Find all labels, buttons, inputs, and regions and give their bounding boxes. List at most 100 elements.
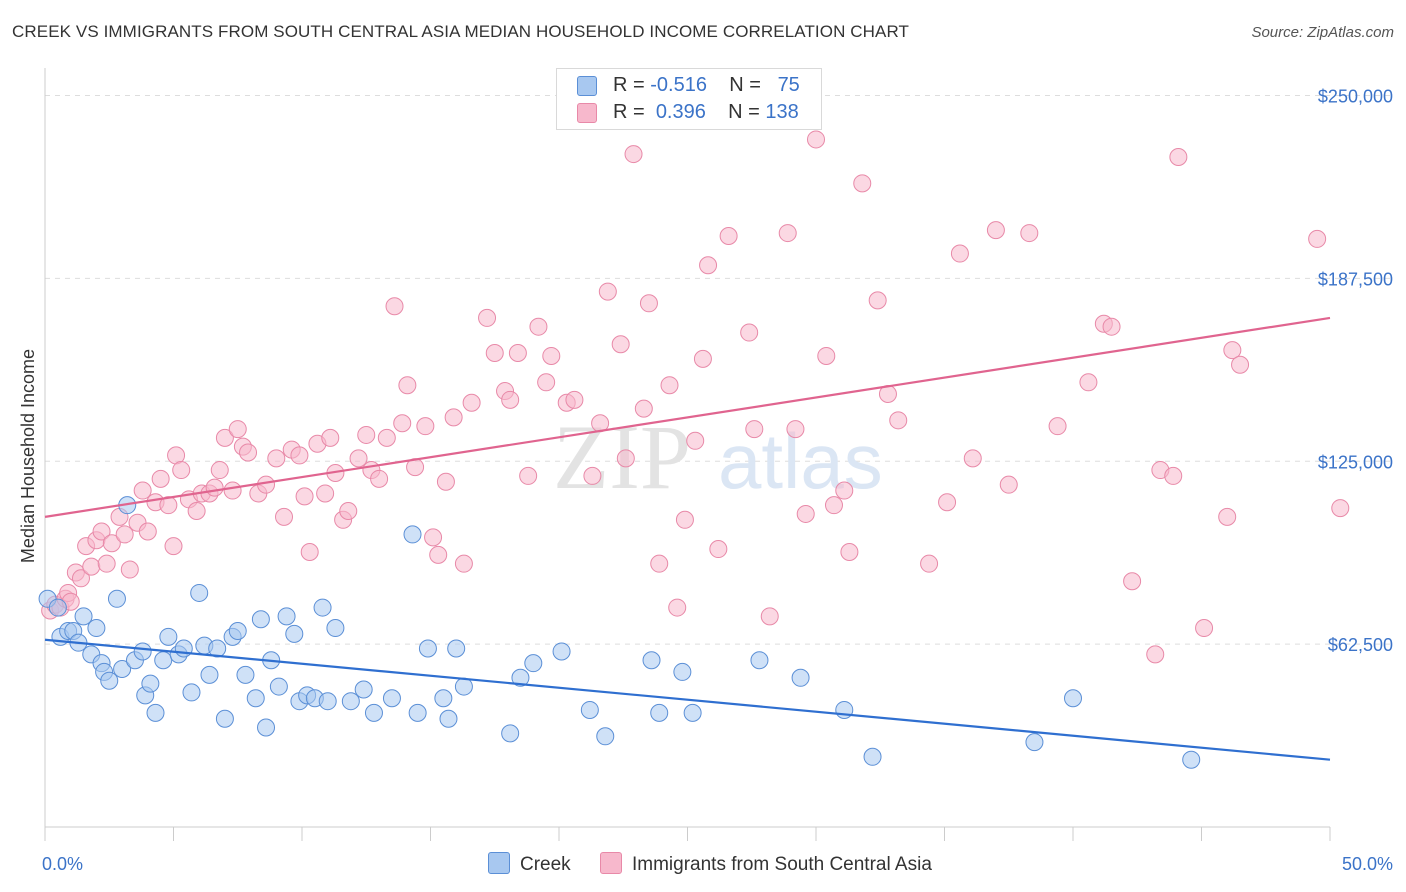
y-tick-label: $187,500 xyxy=(1318,269,1393,289)
creek-point xyxy=(269,677,288,696)
creek-swatch xyxy=(577,76,597,96)
creek-point xyxy=(285,624,304,643)
immigrants-point xyxy=(133,481,152,500)
creek-point xyxy=(364,703,383,722)
immigrants-point xyxy=(290,446,309,465)
immigrants-point xyxy=(164,537,183,556)
creek-point xyxy=(200,665,219,684)
creek-point xyxy=(74,607,93,626)
creek-point xyxy=(552,642,571,661)
immigrants-point xyxy=(436,472,455,491)
immigrants-point xyxy=(1146,645,1165,664)
creek-point xyxy=(228,621,247,640)
creek-point xyxy=(434,689,453,708)
immigrants-point xyxy=(416,417,435,436)
immigrants-point xyxy=(835,481,854,500)
immigrants-point xyxy=(295,487,314,506)
r-label: R = xyxy=(613,101,645,123)
creek-point xyxy=(511,668,530,687)
creek-point xyxy=(863,747,882,766)
n-label: N = xyxy=(728,101,760,123)
creek-point xyxy=(454,677,473,696)
immigrants-point xyxy=(611,335,630,354)
y-axis-title: Median Household Income xyxy=(18,349,38,563)
creek-point xyxy=(251,610,270,629)
immigrants-point xyxy=(709,540,728,559)
immigrants-point xyxy=(172,461,191,480)
immigrants-point xyxy=(519,466,538,485)
immigrants-point xyxy=(817,346,836,365)
creek-point xyxy=(524,654,543,673)
immigrants-point xyxy=(210,461,229,480)
x-tick-label: 50.0% xyxy=(1342,854,1393,874)
immigrants-points xyxy=(41,130,1350,664)
immigrants-point xyxy=(950,244,969,263)
immigrants-legend-label: Immigrants from South Central Asia xyxy=(632,854,932,875)
immigrants-point xyxy=(583,466,602,485)
immigrants-point xyxy=(187,502,206,521)
immigrants-point xyxy=(215,428,234,447)
immigrants-point xyxy=(223,481,242,500)
immigrants-point xyxy=(1102,317,1121,336)
creek-point xyxy=(100,671,119,690)
immigrants-point xyxy=(357,425,376,444)
immigrants-point xyxy=(485,344,504,363)
immigrants-point xyxy=(529,317,548,336)
immigrants-point xyxy=(115,525,134,544)
immigrants-point xyxy=(786,420,805,439)
immigrants-point xyxy=(1164,466,1183,485)
immigrants-point xyxy=(429,545,448,564)
immigrants-point xyxy=(316,484,335,503)
creek-point xyxy=(159,627,178,646)
creek-point xyxy=(107,589,126,608)
immigrants-point xyxy=(740,323,759,342)
creek-point xyxy=(174,639,193,658)
immigrants-point xyxy=(385,297,404,316)
immigrants-point xyxy=(1231,355,1250,374)
creek-point xyxy=(113,660,132,679)
immigrants-point xyxy=(1331,499,1350,518)
creek-point xyxy=(673,662,692,681)
creek-point xyxy=(236,665,255,684)
legend-text-creek: R = -0.516 N = 75 xyxy=(613,74,800,97)
immigrants-point xyxy=(205,478,224,497)
immigrants-point xyxy=(257,475,276,494)
immigrants-point xyxy=(868,291,887,310)
creek-point xyxy=(382,689,401,708)
immigrants-point xyxy=(1169,147,1188,166)
immigrants-point xyxy=(138,522,157,541)
axes xyxy=(44,68,1331,841)
immigrants-point xyxy=(1218,507,1237,526)
immigrants-point xyxy=(444,408,463,427)
creek-point xyxy=(48,598,67,617)
immigrants-point xyxy=(228,420,247,439)
creek-point xyxy=(1025,733,1044,752)
immigrants-point xyxy=(97,554,116,573)
creek-n-value: 75 xyxy=(777,74,800,96)
immigrants-point xyxy=(650,554,669,573)
creek-point xyxy=(447,639,466,658)
immigrants-n-value: 138 xyxy=(765,101,799,123)
immigrants-point xyxy=(321,428,340,447)
y-tick-label: $250,000 xyxy=(1318,87,1393,107)
creek-point xyxy=(650,703,669,722)
immigrants-point xyxy=(778,224,797,243)
immigrants-point xyxy=(393,414,412,433)
immigrants-point xyxy=(686,431,705,450)
immigrants-point xyxy=(92,522,111,541)
y-tick-label: $125,000 xyxy=(1318,452,1393,472)
creek-point xyxy=(313,598,332,617)
creek-point xyxy=(208,639,227,658)
creek-point xyxy=(326,619,345,638)
immigrants-point xyxy=(1048,417,1067,436)
creek-point xyxy=(501,724,520,743)
creek-legend-label: Creek xyxy=(520,854,571,875)
immigrants-point xyxy=(760,607,779,626)
creek-point xyxy=(683,703,702,722)
immigrants-point xyxy=(398,376,417,395)
correlation-legend: R = -0.516 N = 75 R = 0.396 N = 138 xyxy=(556,68,822,130)
creek-point xyxy=(418,639,437,658)
creek-trend-line xyxy=(44,638,1331,761)
immigrants-point xyxy=(1079,373,1098,392)
